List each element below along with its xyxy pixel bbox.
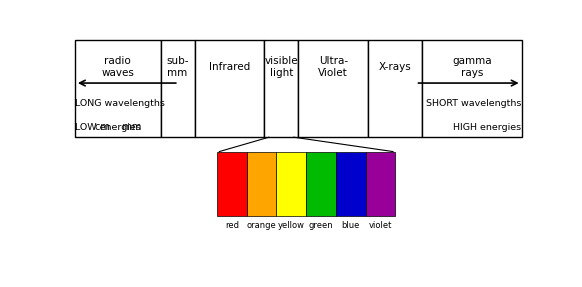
Bar <box>299 40 368 137</box>
Text: SHORT wavelengths: SHORT wavelengths <box>426 98 521 108</box>
Bar <box>306 152 336 216</box>
Bar <box>276 152 306 216</box>
Text: orange: orange <box>247 221 276 230</box>
Bar <box>368 40 423 137</box>
Text: X-rays: X-rays <box>379 62 411 72</box>
Bar <box>217 152 247 216</box>
Text: sub-
mm: sub- mm <box>166 56 189 78</box>
Text: red: red <box>225 221 239 230</box>
Text: green: green <box>308 221 333 230</box>
Text: radio
waves: radio waves <box>101 56 134 78</box>
Text: cm    mm: cm mm <box>95 123 141 133</box>
Text: HIGH energies: HIGH energies <box>453 123 521 132</box>
Bar <box>336 152 365 216</box>
Text: Ultra-
Violet: Ultra- Violet <box>318 56 348 78</box>
Text: Infrared: Infrared <box>209 62 250 72</box>
Bar <box>423 40 521 137</box>
Bar <box>75 40 161 137</box>
Text: violet: violet <box>369 221 392 230</box>
Text: blue: blue <box>342 221 360 230</box>
Bar <box>161 40 194 137</box>
Bar <box>194 40 264 137</box>
Bar <box>365 152 395 216</box>
Text: LONG wavelengths: LONG wavelengths <box>75 98 165 108</box>
Text: gamma
rays: gamma rays <box>452 56 492 78</box>
Text: yellow: yellow <box>278 221 305 230</box>
Text: LOW energies: LOW energies <box>75 123 141 132</box>
Text: visible
light: visible light <box>265 56 298 78</box>
Bar <box>247 152 276 216</box>
Bar <box>264 40 299 137</box>
